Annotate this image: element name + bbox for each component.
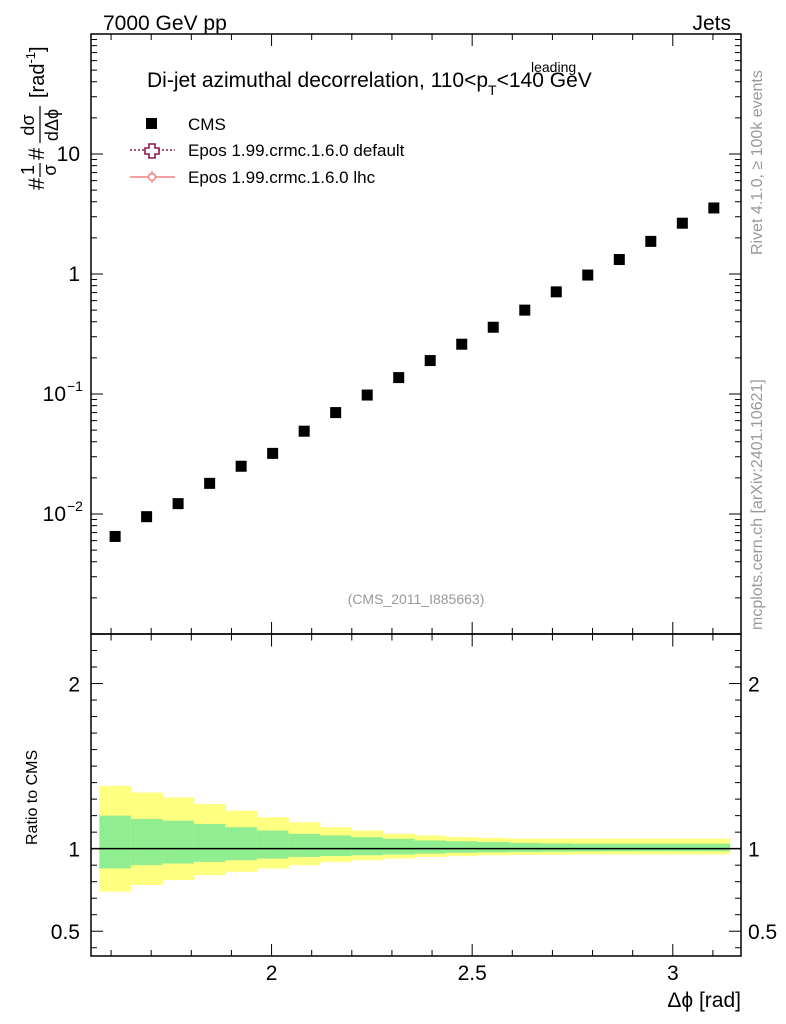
stat-uncertainty-band (382, 838, 415, 855)
data-point (519, 304, 531, 316)
stat-uncertainty-band (603, 843, 636, 852)
stat-uncertainty-band (509, 842, 542, 852)
legend-label-cms: CMS (188, 115, 226, 134)
rivet-label: Rivet 4.1.0, ≥ 100k events (749, 70, 766, 255)
ratio-bands (99, 785, 731, 892)
ylabel-unit-sup: -1 (23, 52, 38, 64)
stat-uncertainty-band (414, 840, 447, 854)
header-left: 7000 GeV pp (103, 12, 227, 35)
data-point (676, 217, 688, 229)
stat-uncertainty-band (193, 823, 226, 862)
ratio-plot-frame (90, 633, 742, 957)
data-point (708, 202, 720, 214)
x-tick-label: 2.5 (458, 962, 487, 985)
title-end: <140 GeV (497, 69, 592, 92)
svg-text:#: # (24, 177, 49, 190)
data-point (235, 460, 247, 472)
ylabel-ddphi: dΔϕ (42, 109, 62, 141)
ratio-tick-label-right: 1 (748, 839, 760, 862)
svg-text:[rad-1]: [rad-1] (23, 46, 49, 98)
stat-uncertainty-band (288, 833, 321, 857)
data-point (330, 407, 342, 419)
data-point (582, 269, 594, 281)
stat-uncertainty-band (351, 837, 384, 856)
y-tick-label-exponent: −1 (67, 378, 83, 394)
data-point (550, 286, 562, 298)
ylabel-dsigma: dσ (18, 114, 38, 135)
data-point (204, 477, 216, 489)
ylabel-one: 1 (18, 165, 38, 175)
axis-ticks (91, 34, 741, 956)
legend-label-default: Epos 1.99.crmc.1.6.0 default (188, 141, 405, 160)
mcplots-label: mcplots.cern.ch [arXiv:2401.10621] (749, 379, 766, 630)
ylabel-hash2: # (24, 147, 49, 160)
ylabel-unit-end: ] (27, 46, 49, 52)
stat-uncertainty-band (445, 841, 479, 853)
y-tick-label: 10 (43, 503, 66, 526)
legend: CMS Epos 1.99.crmc.1.6.0 default Epos 1.… (130, 115, 405, 187)
legend-label-lhc: Epos 1.99.crmc.1.6.0 lhc (188, 168, 376, 187)
y-tick-label-exponent: −2 (67, 498, 83, 514)
data-point (298, 425, 310, 437)
data-point (613, 254, 625, 266)
data-point (141, 511, 153, 523)
data-point (645, 235, 657, 247)
stat-uncertainty-band (319, 835, 352, 857)
ratio-y-axis-label: Ratio to CMS (24, 750, 41, 845)
stat-uncertainty-band (572, 843, 605, 852)
stat-uncertainty-band (698, 843, 731, 852)
y-axis-label: # 1 σ # dσ dΔϕ [rad-1] (18, 46, 62, 190)
cms-data-points (109, 202, 720, 542)
y-tick-label: 10 (43, 383, 66, 406)
plot-title: Di-jet azimuthal decorrelation, 110<pT<1… (147, 69, 592, 98)
analysis-watermark: (CMS_2011_I885663) (348, 591, 485, 607)
stat-uncertainty-band (225, 827, 258, 861)
data-point (267, 447, 279, 459)
legend-cross-marker-default (144, 143, 160, 159)
title-sup: leading (531, 59, 576, 75)
y-tick-label: 1 (68, 263, 80, 286)
ratio-tick-label-left: 2 (68, 674, 80, 697)
ylabel-sigma: σ (40, 164, 60, 175)
ylabel-hash1: # (24, 177, 49, 190)
data-point (109, 530, 121, 542)
header-right: Jets (692, 12, 731, 35)
stat-uncertainty-band (477, 842, 510, 853)
stat-uncertainty-band (162, 820, 195, 864)
data-point (456, 338, 468, 350)
stat-uncertainty-band (99, 815, 132, 869)
stat-uncertainty-band (256, 830, 289, 859)
legend-circle-marker-lhc (147, 172, 157, 182)
data-point (393, 372, 405, 384)
legend-marker-cms (146, 118, 157, 129)
stat-uncertainty-band (635, 843, 668, 852)
ratio-tick-label-left: 1 (68, 839, 80, 862)
ratio-tick-label-right: 0.5 (748, 921, 777, 944)
stat-uncertainty-band (666, 843, 699, 852)
x-axis-label: Δϕ [rad] (667, 989, 741, 1012)
data-point (361, 389, 373, 401)
ratio-tick-label-right: 2 (748, 674, 760, 697)
data-point (487, 321, 499, 333)
x-tick-label: 2 (266, 962, 278, 985)
title-main: Di-jet azimuthal decorrelation, 110<p (147, 69, 488, 92)
ylabel-unit: [rad (27, 64, 49, 98)
data-point (424, 355, 436, 367)
stat-uncertainty-band (130, 818, 163, 866)
x-tick-label: 3 (667, 962, 679, 985)
y-tick-label: 10 (57, 143, 80, 166)
title-sub: T (488, 82, 497, 98)
stat-uncertainty-band (540, 843, 573, 852)
data-point (172, 498, 184, 510)
ratio-tick-label-left: 0.5 (51, 921, 80, 944)
